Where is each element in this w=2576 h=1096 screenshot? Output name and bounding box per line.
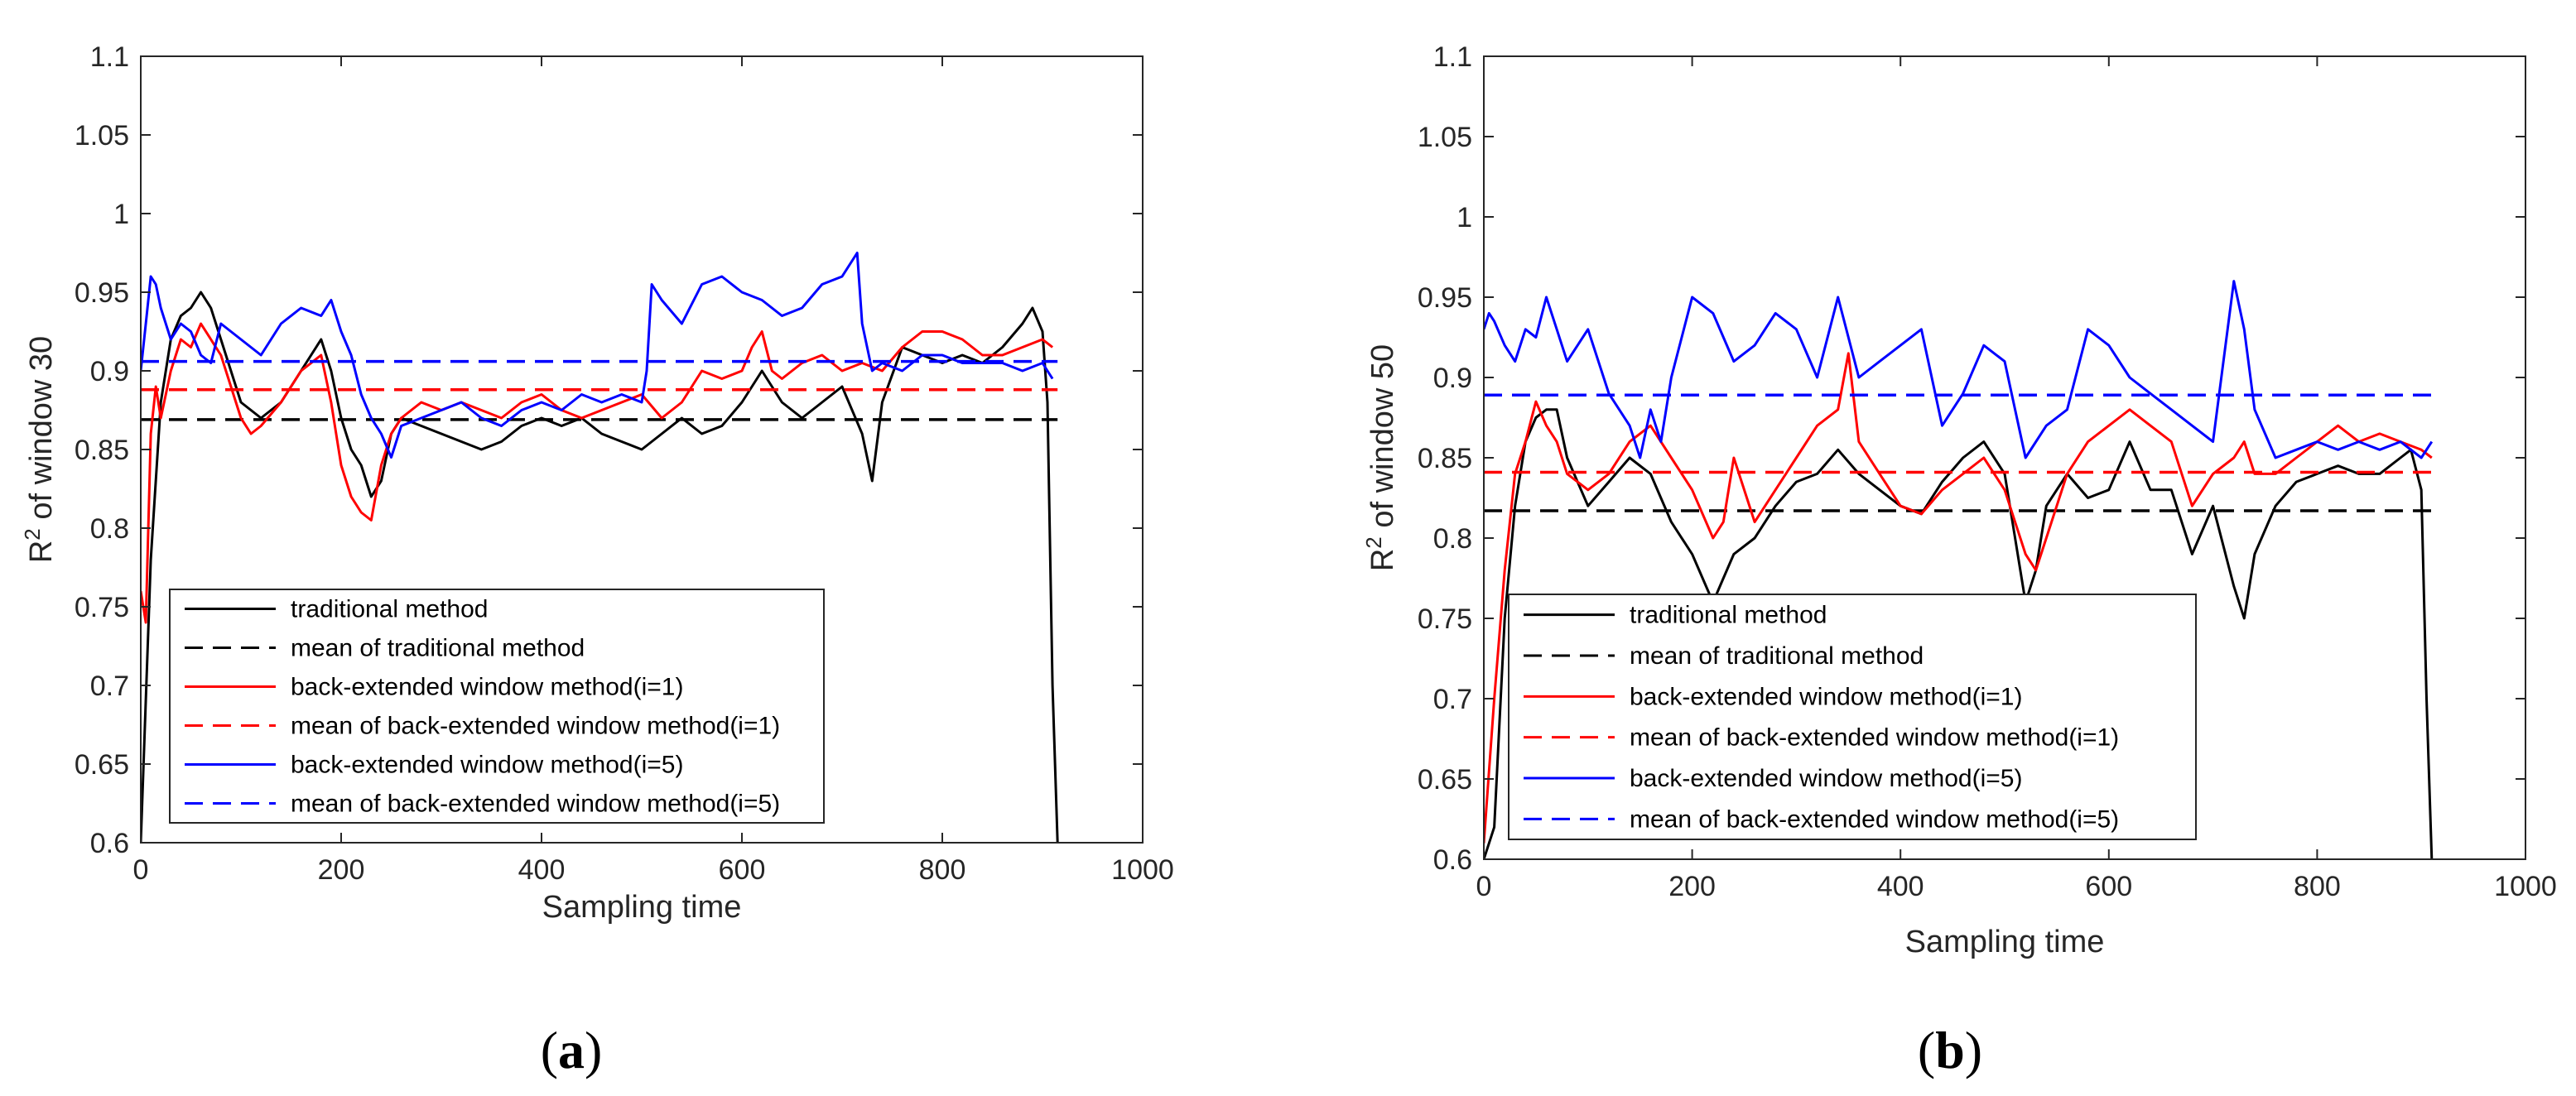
x-tick-label: 1000	[1111, 854, 1174, 886]
legend-entry-label: mean of traditional method	[1630, 642, 1924, 670]
x-tick-label: 800	[919, 854, 966, 886]
legend-entry-label: back-extended window method(i=5)	[1630, 765, 2022, 792]
y-tick-label: 0.75	[75, 592, 129, 623]
y-axis-label-suffix: of window 30	[24, 336, 59, 528]
y-tick-label: 1.05	[1418, 122, 1472, 153]
panel-label-close: )	[585, 1021, 602, 1079]
y-axis-label-superscript: 2	[20, 528, 45, 540]
y-tick-label: 0.6	[90, 828, 129, 859]
y-tick-label: 0.75	[1418, 603, 1472, 635]
legend-box	[169, 589, 825, 824]
legend-entry-label: mean of back-extended window method(i=1)	[291, 713, 780, 740]
x-tick-label: 400	[1877, 871, 1924, 902]
legend-entry-label: mean of back-extended window method(i=5)	[1630, 805, 2119, 833]
x-tick-label: 600	[719, 854, 766, 886]
y-tick-label: 0.85	[1418, 443, 1472, 474]
series-line-3	[1484, 352, 2433, 844]
panel-label: (a)	[541, 1021, 603, 1079]
y-tick-label: 1.05	[75, 120, 129, 151]
y-tick-label: 0.8	[90, 513, 129, 545]
legend-entry-label: back-extended window method(i=5)	[291, 752, 683, 779]
y-tick-label: 1.1	[90, 41, 129, 73]
y-axis-label-suffix: of window 50	[1365, 344, 1400, 536]
y-tick-label: 0.95	[75, 277, 129, 309]
panel-b: 0 200 400 600 800 1000 0.6 0.65 0.7 0.75 0.8 0.85 0.…	[1361, 41, 2557, 1079]
y-axis-label: R2 of window 50	[1361, 344, 1400, 571]
y-tick-label: 0.65	[75, 749, 129, 781]
x-tick-label: 0	[1476, 871, 1492, 902]
series-group	[141, 252, 1059, 843]
panel-label-open: (	[541, 1021, 558, 1079]
y-axis-label: R2 of window 30	[20, 336, 59, 563]
legend-box	[1508, 594, 2197, 840]
y-tick-label: 0.8	[1433, 523, 1472, 555]
panel-label-close: )	[1965, 1021, 1982, 1079]
x-axis-label: Sampling time	[1905, 925, 2105, 959]
y-tick-label: 0.7	[90, 671, 129, 702]
x-tick-label: 600	[2085, 871, 2132, 902]
y-tick-label: 0.9	[1433, 363, 1472, 394]
legend: traditional method mean of traditional me…	[169, 589, 825, 824]
y-tick-label: 0.6	[1433, 844, 1472, 876]
legend-entry-label: mean of traditional method	[291, 635, 585, 662]
y-tick-label: 0.65	[1418, 764, 1472, 796]
x-tick-label: 200	[318, 854, 365, 886]
series-line-1	[141, 291, 1059, 843]
legend-entry-label: traditional method	[291, 596, 488, 623]
panel-label-letter: a	[558, 1021, 585, 1079]
legend-entry-label: back-extended window method(i=1)	[291, 674, 683, 701]
y-axis-label-prefix: R	[1365, 549, 1400, 571]
y-tick-label: 0.85	[75, 435, 129, 466]
y-axis-label-prefix: R	[24, 541, 59, 563]
x-tick-label: 400	[518, 854, 566, 886]
panel-a: 0 200 400 600 800 1000 0.6 0.65 0.7 0.75 0.8 0.85 0.…	[20, 41, 1174, 1079]
x-tick-label: 200	[1668, 871, 1716, 902]
legend-entry-label: back-extended window method(i=1)	[1630, 683, 2022, 710]
y-tick-label: 0.95	[1418, 282, 1472, 314]
legend-entry-label: traditional method	[1630, 602, 1827, 629]
series-line-3	[141, 322, 1054, 624]
y-tick-label: 1.1	[1433, 41, 1472, 73]
y-axis-label-superscript: 2	[1361, 536, 1386, 548]
x-axis-label: Sampling time	[542, 890, 742, 925]
series-line-5	[141, 252, 1054, 459]
legend: traditional method mean of traditional me…	[1508, 594, 2197, 840]
panel-label-open: (	[1918, 1021, 1935, 1079]
panel-label-letter: b	[1935, 1021, 1965, 1079]
legend-entry-label: mean of back-extended window method(i=1)	[1630, 724, 2119, 752]
y-tick-label: 0.9	[90, 356, 129, 387]
series-group	[1484, 280, 2438, 859]
x-tick-label: 1000	[2494, 871, 2557, 902]
y-tick-label: 1	[113, 199, 129, 230]
y-tick-label: 0.7	[1433, 684, 1472, 715]
x-tick-label: 800	[2294, 871, 2341, 902]
y-tick-label: 1	[1457, 202, 1472, 233]
panel-label: (b)	[1918, 1021, 1982, 1079]
series-line-5	[1484, 280, 2434, 459]
series-line-1	[1484, 408, 2434, 859]
legend-entry-label: mean of back-extended window method(i=5)	[291, 791, 780, 818]
x-tick-label: 0	[133, 854, 149, 886]
